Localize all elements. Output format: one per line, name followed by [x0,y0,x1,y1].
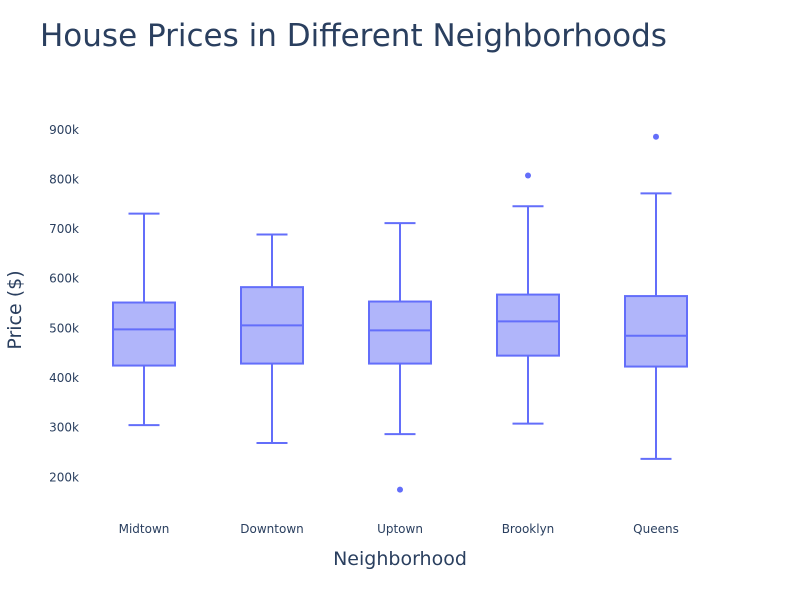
chart-title: House Prices in Different Neighborhoods [40,18,667,54]
outlier-point [525,172,531,179]
x-tick-label: Downtown [240,522,303,536]
y-tick-label: 700k [49,222,79,236]
y-axis-title: Price ($) [4,270,26,349]
y-tick-label: 600k [49,272,79,286]
iqr-box [368,300,432,365]
outlier-point [397,486,403,493]
box-plot-area [112,133,688,493]
box-brooklyn [496,172,560,425]
box-midtown [112,212,176,427]
y-tick-label: 300k [49,421,79,435]
x-axis-ticks: Midtown Downtown Uptown Brooklyn Queens [119,522,679,536]
iqr-box [112,301,176,367]
x-axis-title: Neighborhood [333,548,467,570]
iqr-box [624,295,688,368]
y-tick-label: 200k [49,470,79,484]
outlier-point [653,133,659,140]
y-tick-label: 400k [49,371,79,385]
y-axis-ticks: 200k 300k 400k 500k 600k 700k 800k 900k [49,123,79,484]
y-tick-label: 800k [49,172,79,186]
x-tick-label: Midtown [119,522,170,536]
box-downtown [240,233,304,445]
x-tick-label: Uptown [377,522,423,536]
x-tick-label: Queens [633,522,679,536]
x-tick-label: Brooklyn [502,522,555,536]
y-tick-label: 900k [49,123,79,137]
box-queens [624,133,688,460]
iqr-box [496,293,560,357]
box-uptown [368,222,432,493]
y-tick-label: 500k [49,321,79,335]
